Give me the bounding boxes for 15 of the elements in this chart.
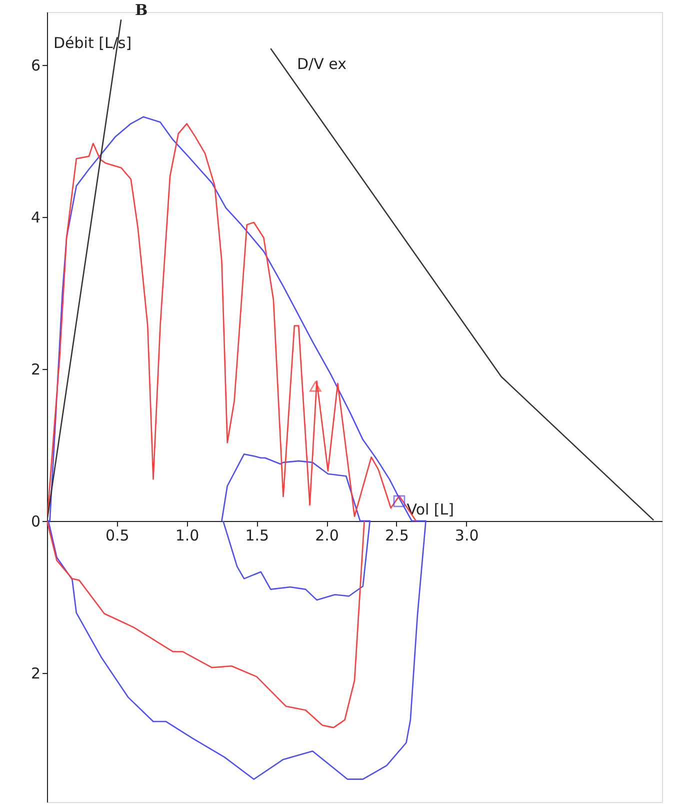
y-tick-label: 4 bbox=[30, 208, 40, 227]
x-axis-title: Vol [L] bbox=[406, 500, 454, 518]
x-tick-label: 2.0 bbox=[315, 526, 339, 544]
y-tick-label: 2 bbox=[30, 360, 40, 379]
y-tick-label: 6 bbox=[30, 56, 40, 75]
x-tick-label: 1.0 bbox=[175, 526, 200, 544]
y-tick-label: 0 bbox=[30, 512, 40, 530]
x-tick-label: 0.5 bbox=[105, 526, 130, 544]
x-tick-label: 2.5 bbox=[385, 526, 409, 544]
annotation: B bbox=[135, 1, 148, 19]
x-tick-label: 1.5 bbox=[245, 526, 270, 544]
x-tick-label: 3.0 bbox=[454, 526, 479, 544]
annotation: D/V ex bbox=[297, 55, 347, 73]
y-tick-label: 2 bbox=[30, 664, 40, 682]
line-series bbox=[221, 453, 371, 601]
